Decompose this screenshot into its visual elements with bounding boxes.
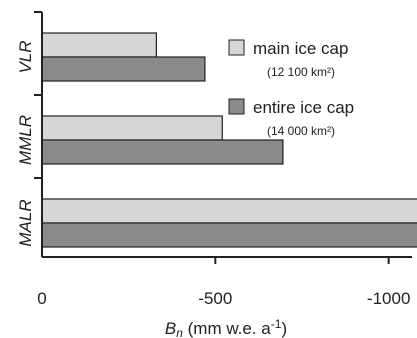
axes-layer <box>41 12 412 258</box>
x-axis-subscript: n <box>176 326 183 338</box>
bar-malr-entire <box>41 222 417 248</box>
bar-mmlr-main <box>41 115 223 141</box>
category-label-malr: MALR <box>16 199 35 246</box>
x-tick-label: -500 <box>198 289 232 308</box>
legend-swatch-entire <box>228 98 245 115</box>
legend-area-entire: (14 000 km²) <box>267 124 335 138</box>
category-label-vlr: VLR <box>16 40 35 73</box>
x-tick-label: -1000 <box>367 289 410 308</box>
x-tick-label: 0 <box>37 289 46 308</box>
legend-label-main: main ice cap <box>253 39 348 58</box>
legend-swatch-main <box>228 39 245 56</box>
bars-layer <box>41 32 417 248</box>
legend: main ice cap (12 100 km²) entire ice cap… <box>228 39 354 138</box>
ticks-layer: 0-500-1000-1500 <box>34 11 410 308</box>
category-labels-layer: VLR MMLR MALR <box>16 40 35 246</box>
bar-vlr-main <box>41 32 158 58</box>
x-axis-unit-exponent: -1 <box>271 317 282 331</box>
bar-malr-main <box>41 198 417 224</box>
x-axis-unit-close: ) <box>281 319 287 338</box>
x-axis-title: Bn (mm w.e. a-1) <box>165 317 287 338</box>
x-axis-unit: (mm w.e. a <box>183 319 271 338</box>
category-label-mmlr: MMLR <box>16 115 35 165</box>
bar-vlr-entire <box>41 56 206 82</box>
x-axis-symbol: B <box>165 319 176 338</box>
bar-mmlr-entire <box>41 139 284 165</box>
legend-label-entire: entire ice cap <box>253 98 354 117</box>
legend-area-main: (12 100 km²) <box>267 65 335 79</box>
